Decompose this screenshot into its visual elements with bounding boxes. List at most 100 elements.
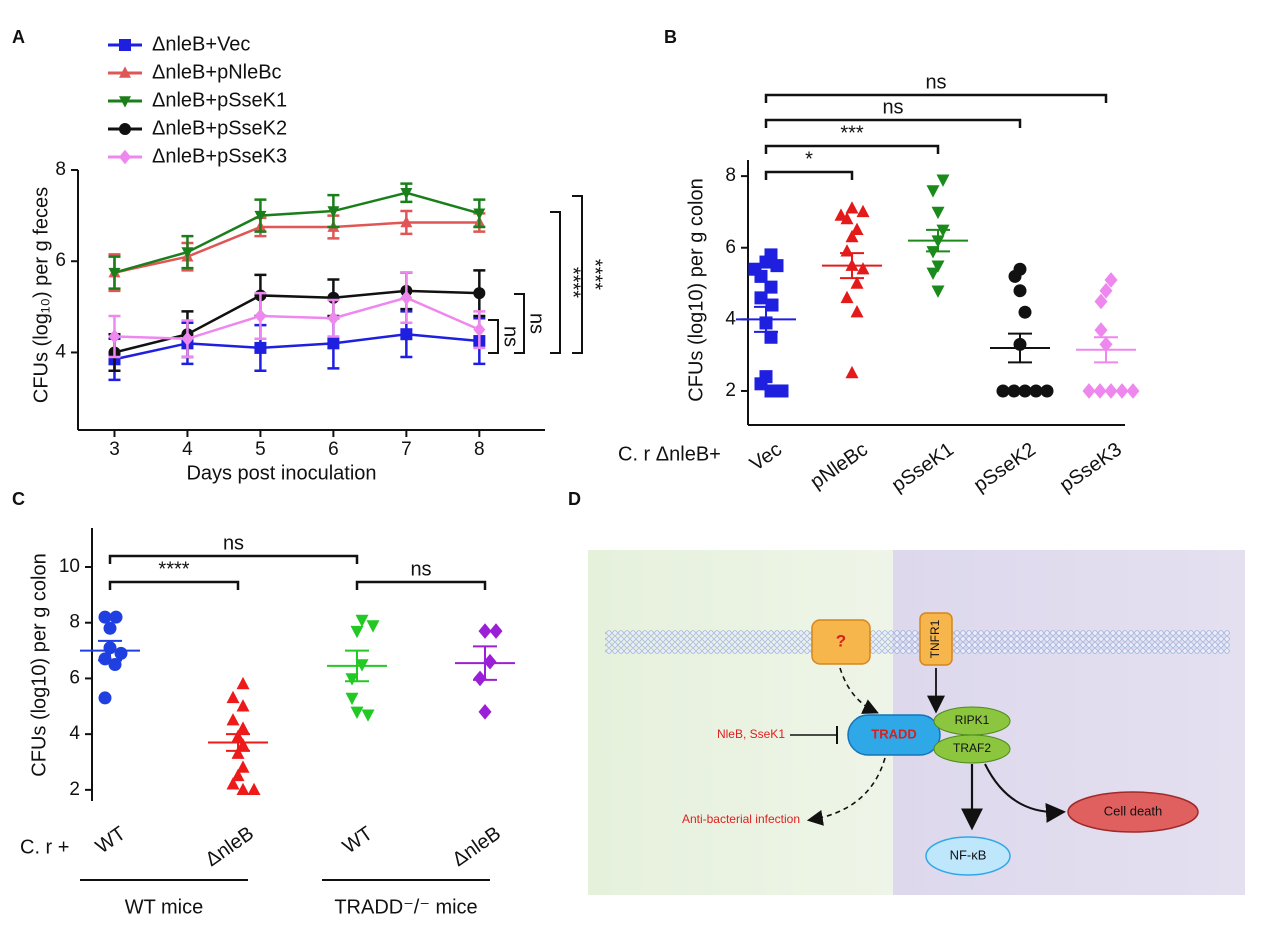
x-tick-label: pNleBc xyxy=(806,438,871,493)
x-tick-label: WT xyxy=(339,822,377,858)
data-point xyxy=(254,308,267,324)
data-point xyxy=(856,262,870,275)
sem-bar xyxy=(226,733,250,752)
data-point xyxy=(345,692,359,706)
data-point xyxy=(850,305,864,318)
membrane xyxy=(605,630,1230,654)
sem-bar xyxy=(1094,336,1118,364)
significance-bracket xyxy=(550,211,561,354)
arrow xyxy=(839,667,879,714)
data-point xyxy=(1040,384,1054,398)
data-point xyxy=(931,260,945,273)
data-point xyxy=(236,738,250,751)
x-tick-label: ΔnleB xyxy=(449,822,505,871)
data-point xyxy=(1094,322,1108,338)
legend-marker xyxy=(119,39,131,51)
data-point xyxy=(327,311,340,326)
y-tick-label: 2 xyxy=(725,380,736,401)
x-tick-label: ΔnleB xyxy=(202,822,258,871)
node-label: Cell death xyxy=(1104,803,1163,818)
significance-label: **** xyxy=(562,267,584,298)
y-axis-label: CFUs (log10) per g colon xyxy=(685,178,707,401)
data-point xyxy=(236,760,250,773)
significance-label: *** xyxy=(840,122,864,144)
cell-death xyxy=(1067,791,1199,833)
x-tick-label: 5 xyxy=(255,439,266,460)
data-point xyxy=(108,267,121,280)
data-point xyxy=(1094,293,1108,310)
data-point xyxy=(1099,282,1113,299)
data-point xyxy=(350,706,364,720)
data-point xyxy=(108,329,121,344)
extracellular-bg xyxy=(588,550,893,895)
legend-label: ΔnleB+Vec xyxy=(152,33,250,55)
data-point xyxy=(770,259,784,273)
data-point xyxy=(236,721,250,734)
data-point xyxy=(856,204,870,218)
data-point xyxy=(400,188,413,200)
data-point xyxy=(226,777,240,790)
y-tick-label: 6 xyxy=(69,667,80,688)
data-point xyxy=(98,610,112,624)
data-point xyxy=(840,290,854,304)
data-point xyxy=(845,201,859,214)
y-tick-label: 8 xyxy=(725,165,736,186)
significance-bracket xyxy=(514,293,525,354)
panel-label: A xyxy=(12,27,25,47)
y-tick-label: 4 xyxy=(55,341,66,362)
significance-label: * xyxy=(805,148,813,170)
data-point xyxy=(1018,305,1032,319)
data-point xyxy=(98,652,112,666)
y-tick-label: 8 xyxy=(55,159,66,180)
significance-bracket xyxy=(764,118,1022,128)
axis-prefix: C. r + xyxy=(20,836,69,858)
x-tick-label: pSseK2 xyxy=(970,438,1040,496)
data-point xyxy=(478,623,492,639)
data-point xyxy=(764,330,778,344)
node-label: TRAF2 xyxy=(953,741,991,755)
tradd xyxy=(847,714,941,756)
data-point xyxy=(840,211,854,225)
y-tick-label: 8 xyxy=(69,612,80,633)
y-axis-label: CFUs (log10) per g colon xyxy=(28,553,50,776)
data-point xyxy=(754,291,768,305)
x-tick-label: WT xyxy=(92,822,130,858)
data-point xyxy=(109,610,123,624)
data-point xyxy=(996,384,1010,398)
data-point xyxy=(1007,384,1021,398)
group-label: TRADD⁻/⁻ mice xyxy=(334,896,477,918)
data-point xyxy=(1013,284,1027,298)
x-axis-label: Days post inoculation xyxy=(186,462,376,484)
data-point xyxy=(400,215,413,228)
tnfr1 xyxy=(919,612,953,666)
data-point xyxy=(473,287,486,300)
arrow xyxy=(984,763,1066,823)
y-tick-label: 6 xyxy=(725,237,736,258)
significance-bracket xyxy=(764,144,940,154)
data-point xyxy=(1082,383,1096,399)
x-tick-label: 6 xyxy=(328,439,339,460)
node-label: TNFR1 xyxy=(928,619,942,658)
data-point xyxy=(764,384,778,398)
significance-bracket xyxy=(572,195,583,354)
significance-label: ns xyxy=(925,71,946,93)
x-tick-label: 3 xyxy=(109,439,120,460)
data-point xyxy=(483,653,497,670)
sem-bar xyxy=(1008,332,1032,364)
data-point xyxy=(765,298,779,312)
data-point xyxy=(236,676,250,690)
series-line xyxy=(114,289,480,354)
traf2 xyxy=(933,734,1011,764)
node-label: NF-κB xyxy=(950,847,987,862)
significance-bracket xyxy=(488,319,499,354)
series-line xyxy=(114,221,480,274)
data-point xyxy=(1104,272,1118,288)
group-label: WT mice xyxy=(125,896,204,918)
y-tick-label: 6 xyxy=(55,250,66,271)
data-point xyxy=(850,276,864,289)
significance-bracket xyxy=(764,170,854,180)
arrow xyxy=(806,757,886,826)
data-point xyxy=(1029,384,1043,398)
significance-label: ns xyxy=(500,326,522,347)
